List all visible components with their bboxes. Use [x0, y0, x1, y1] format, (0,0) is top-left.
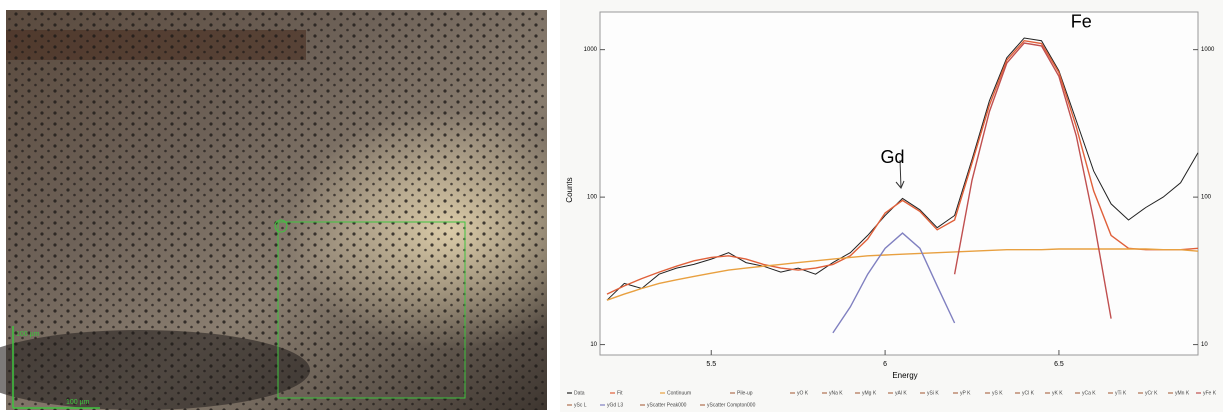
legend-label: yO K — [797, 390, 809, 396]
legend-label: Pile-up — [737, 390, 753, 396]
legend-label: yCl K — [1022, 390, 1035, 396]
legend-label: yFe K — [1203, 390, 1217, 396]
legend-label: ySc L — [574, 402, 587, 408]
legend-label: Data — [574, 390, 585, 396]
y2-tick-label: 100 — [1201, 195, 1212, 201]
scale-label: 100 µm — [66, 399, 90, 406]
x-tick-label: 6 — [883, 361, 887, 368]
y-tick-label: 10 — [590, 342, 597, 348]
annotation-arrow — [899, 159, 902, 189]
legend-label: yCa K — [1082, 390, 1096, 396]
annotation: Fe — [1071, 11, 1092, 31]
legend-label: yNa K — [829, 390, 843, 396]
annotation: Gd — [880, 147, 904, 167]
legend-label: Continuum — [667, 390, 691, 396]
legend-label: yP K — [960, 390, 971, 396]
x-tick-label: 5.5 — [706, 361, 716, 368]
series-line — [606, 37, 1199, 301]
y-axis-label: Counts — [565, 177, 574, 202]
legend-label: yTi K — [1115, 390, 1127, 396]
legend-label: ySi K — [927, 390, 939, 396]
annotation-arrow — [895, 180, 905, 189]
legend-label: yS K — [992, 390, 1003, 396]
series-line — [832, 232, 956, 334]
x-tick-label: 6.5 — [1054, 361, 1064, 368]
pores — [6, 10, 547, 410]
spot-marker — [274, 219, 288, 233]
series-line — [606, 39, 1199, 295]
scale-label: 100 µm — [16, 331, 40, 338]
y-tick-label: 1000 — [584, 47, 598, 53]
legend-label: yAl K — [895, 390, 907, 396]
x-axis-label: Energy — [892, 371, 917, 380]
plot-area — [599, 11, 1199, 356]
legend-label: yGd L3 — [607, 402, 623, 408]
legend-label: yK K — [1052, 390, 1063, 396]
y2-tick-label: 1000 — [1201, 47, 1215, 53]
legend-label: Fit — [617, 390, 623, 396]
legend-label: yScatter Compton000 — [707, 402, 756, 408]
legend-label: yCr K — [1145, 390, 1158, 396]
selection-box — [277, 221, 466, 399]
legend-label: yMg K — [862, 390, 877, 396]
series-line — [953, 42, 1112, 319]
y2-tick-label: 10 — [1201, 342, 1208, 348]
y-tick-label: 100 — [587, 195, 598, 201]
legend-label: yMn K — [1175, 390, 1190, 396]
legend-label: yScatter Peak000 — [647, 402, 687, 408]
micrograph: 100 µm 100 µm — [0, 10, 547, 410]
